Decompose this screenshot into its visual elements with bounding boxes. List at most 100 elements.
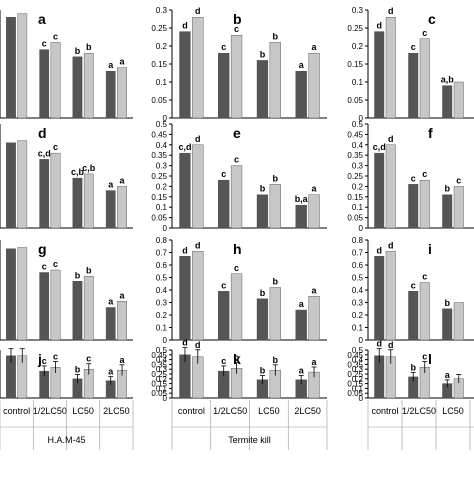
significance-label: c	[53, 352, 58, 362]
bar-dark	[106, 71, 115, 118]
bar-light	[18, 248, 27, 341]
x-tick-label: 2LC50	[294, 406, 321, 416]
bar-light	[231, 274, 242, 340]
significance-label: c	[234, 155, 239, 165]
significance-label: c	[234, 263, 239, 273]
bar-light	[84, 174, 93, 228]
y-tick-label: 0.4	[156, 286, 168, 295]
y-tick-label: 0.05	[151, 214, 167, 223]
y-tick-label: 0.2	[352, 182, 364, 191]
bar-dark	[73, 57, 82, 118]
y-tick-label: 0.4	[352, 141, 364, 150]
y-tick-label: 0.15	[151, 60, 167, 69]
significance-label: c	[411, 280, 416, 290]
bar-light	[117, 186, 126, 228]
significance-label: c,b	[82, 163, 96, 173]
bar-dark	[218, 53, 229, 118]
y-tick-label: 0.2	[352, 42, 364, 51]
group-label: Termite kill	[228, 435, 271, 445]
y-tick-label: 0	[163, 224, 168, 233]
panel-letter: l	[428, 351, 432, 367]
significance-label: a	[120, 290, 126, 300]
y-tick-label: 0.45	[151, 130, 167, 139]
significance-label: d	[195, 340, 201, 350]
significance-label: d	[182, 338, 188, 348]
y-tick-label: 0.15	[347, 60, 363, 69]
panel-letter: i	[428, 241, 432, 257]
significance-label: a,b	[441, 75, 455, 85]
significance-label: c,d	[178, 142, 191, 152]
bar-dark	[296, 310, 307, 340]
y-tick-label: 0	[359, 224, 364, 233]
y-tick-label: 0.5	[156, 120, 168, 129]
bar-light	[84, 53, 93, 118]
significance-label: b	[444, 298, 450, 308]
y-tick-label: 0.1	[352, 324, 364, 333]
bar-dark	[408, 291, 418, 340]
bar-dark	[218, 180, 229, 228]
bar-dark	[374, 32, 384, 118]
significance-label: b	[273, 277, 279, 287]
bar-dark	[40, 50, 49, 118]
y-tick-label: 0.5	[352, 346, 364, 355]
significance-label: d	[376, 245, 382, 255]
y-tick-label: 0.2	[156, 311, 168, 320]
significance-label: a	[108, 60, 114, 70]
y-tick-label: 0.4	[352, 286, 364, 295]
bar-dark	[106, 308, 115, 341]
y-tick-label: 0.3	[156, 299, 168, 308]
y-tick-label: 0.2	[156, 182, 168, 191]
bar-light	[420, 39, 430, 118]
bar-dark	[296, 71, 307, 118]
bar-dark	[106, 191, 115, 228]
bar-light	[231, 35, 242, 118]
y-tick-label: 0	[163, 336, 168, 345]
y-tick-label: 0.05	[347, 96, 363, 105]
significance-label: c	[422, 272, 427, 282]
bar-light	[454, 186, 464, 228]
y-tick-label: 0.7	[156, 249, 168, 258]
bar-dark	[257, 299, 268, 340]
significance-label: d	[182, 21, 188, 31]
y-tick-label: 0.1	[352, 203, 364, 212]
significance-label: b	[444, 184, 450, 194]
bar-dark	[296, 205, 307, 228]
x-tick-label: control	[3, 406, 30, 416]
significance-label: b	[260, 366, 266, 376]
bar-light	[270, 288, 281, 341]
y-tick-label: 0.3	[352, 299, 364, 308]
y-tick-label: 0.6	[156, 261, 168, 270]
significance-label: c	[42, 356, 47, 366]
panel-letter: g	[38, 241, 47, 257]
bar-dark	[40, 273, 49, 341]
significance-label: a	[108, 297, 114, 307]
significance-label: a	[108, 367, 114, 377]
y-tick-label: 0.3	[156, 162, 168, 171]
y-tick-label: 0.5	[156, 274, 168, 283]
significance-label: c	[42, 39, 47, 49]
panel-letter: e	[233, 125, 241, 141]
y-tick-label: 0.1	[156, 78, 168, 87]
x-tick-label: 1/2LC50	[402, 406, 436, 416]
y-tick-label: 0.15	[151, 193, 167, 202]
significance-label: c	[221, 169, 226, 179]
bar-dark	[408, 184, 418, 228]
bar-dark	[374, 153, 384, 228]
significance-label: d	[182, 245, 188, 255]
significance-label: d	[195, 240, 201, 250]
x-tick-label: control	[178, 406, 205, 416]
significance-label: d	[388, 340, 394, 350]
bar-dark	[257, 60, 268, 118]
x-tick-label: LC50	[72, 406, 94, 416]
significance-label: c,d	[38, 148, 51, 158]
bar-dark	[6, 17, 15, 118]
significance-label: c	[53, 31, 58, 41]
significance-label: c	[86, 354, 91, 364]
y-tick-label: 0.05	[151, 96, 167, 105]
bar-dark	[6, 143, 15, 228]
bar-light	[231, 166, 242, 228]
panel-letter: f	[428, 125, 433, 141]
y-tick-label: 0.3	[352, 6, 364, 15]
significance-label: a	[312, 285, 318, 295]
